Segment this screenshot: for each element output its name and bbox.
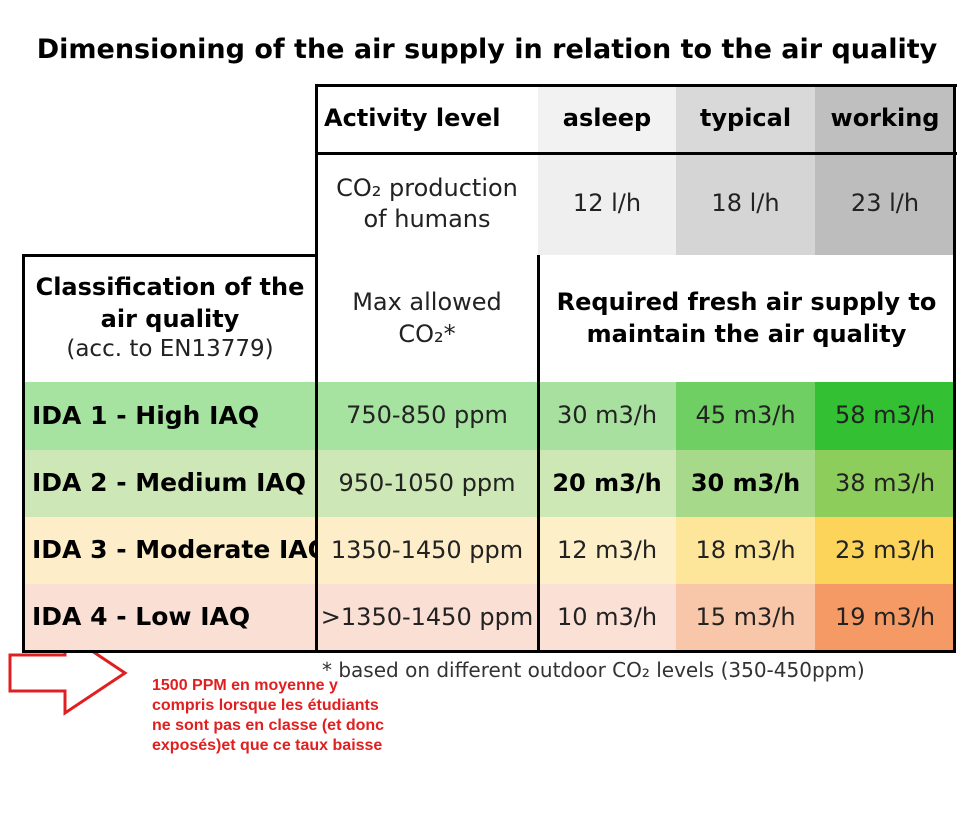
footnote: * based on different outdoor CO₂ levels …	[322, 658, 865, 682]
rule	[22, 254, 317, 257]
title: Dimensioning of the air supply in relati…	[36, 34, 938, 65]
row-label: IDA 2 - Medium IAQ	[24, 450, 316, 517]
row-label: IDA 4 - Low IAQ	[24, 584, 316, 651]
cell-value: 18 m3/h	[676, 517, 815, 584]
rule	[22, 254, 25, 653]
rule	[316, 152, 957, 155]
activity-level: asleep	[538, 85, 676, 153]
required-header: Required fresh air supply to maintain th…	[538, 255, 955, 382]
co2-value: 23 l/h	[815, 153, 955, 255]
co2-value: 18 l/h	[676, 153, 815, 255]
cell-value: 15 m3/h	[676, 584, 815, 651]
cell-value: 12 m3/h	[538, 517, 676, 584]
co2-label: CO₂ production of humans	[316, 153, 538, 255]
co2-value: 12 l/h	[538, 153, 676, 255]
activity-level: typical	[676, 85, 815, 153]
annotation-line: ne sont pas en classe (et donc	[152, 717, 385, 734]
classification-header: Classification of the air quality (acc. t…	[24, 255, 316, 382]
rule	[537, 255, 540, 653]
standard-label: (acc. to EN13779)	[66, 335, 274, 362]
activity-level: working	[815, 85, 955, 153]
cell-value: >1350-1450 ppm	[316, 584, 538, 651]
cell-value: 1350-1450 ppm	[316, 517, 538, 584]
cell-value: 750-850 ppm	[316, 382, 538, 450]
cell-value: 45 m3/h	[676, 382, 815, 450]
rule	[953, 84, 956, 653]
annotation-line: compris lorsque les étudiants	[152, 697, 379, 714]
cell-value: 30 m3/h	[538, 382, 676, 450]
classification-label: Classification of the air quality	[35, 273, 305, 333]
annotation-line: exposés)et que ce taux baisse	[152, 737, 383, 754]
cell-value: 19 m3/h	[815, 584, 955, 651]
rule	[22, 650, 956, 653]
cell-value: 38 m3/h	[815, 450, 955, 517]
cell-value: 23 m3/h	[815, 517, 955, 584]
cell-value: 30 m3/h	[676, 450, 815, 517]
rule	[315, 84, 318, 653]
max-co2-header: Max allowed CO₂*	[316, 255, 538, 382]
row-label: IDA 1 - High IAQ	[24, 382, 316, 450]
cell-value: 58 m3/h	[815, 382, 955, 450]
activity-label: Activity level	[316, 85, 538, 153]
cell-value: 950-1050 ppm	[316, 450, 538, 517]
rule	[316, 84, 957, 87]
row-label: IDA 3 - Moderate IAQ	[24, 517, 316, 584]
annotation-line: 1500 PPM en moyenne y	[152, 677, 338, 694]
cell-value: 10 m3/h	[538, 584, 676, 651]
cell-value: 20 m3/h	[538, 450, 676, 517]
annotation: 1500 PPM en moyenne y compris lorsque les…	[152, 676, 384, 756]
